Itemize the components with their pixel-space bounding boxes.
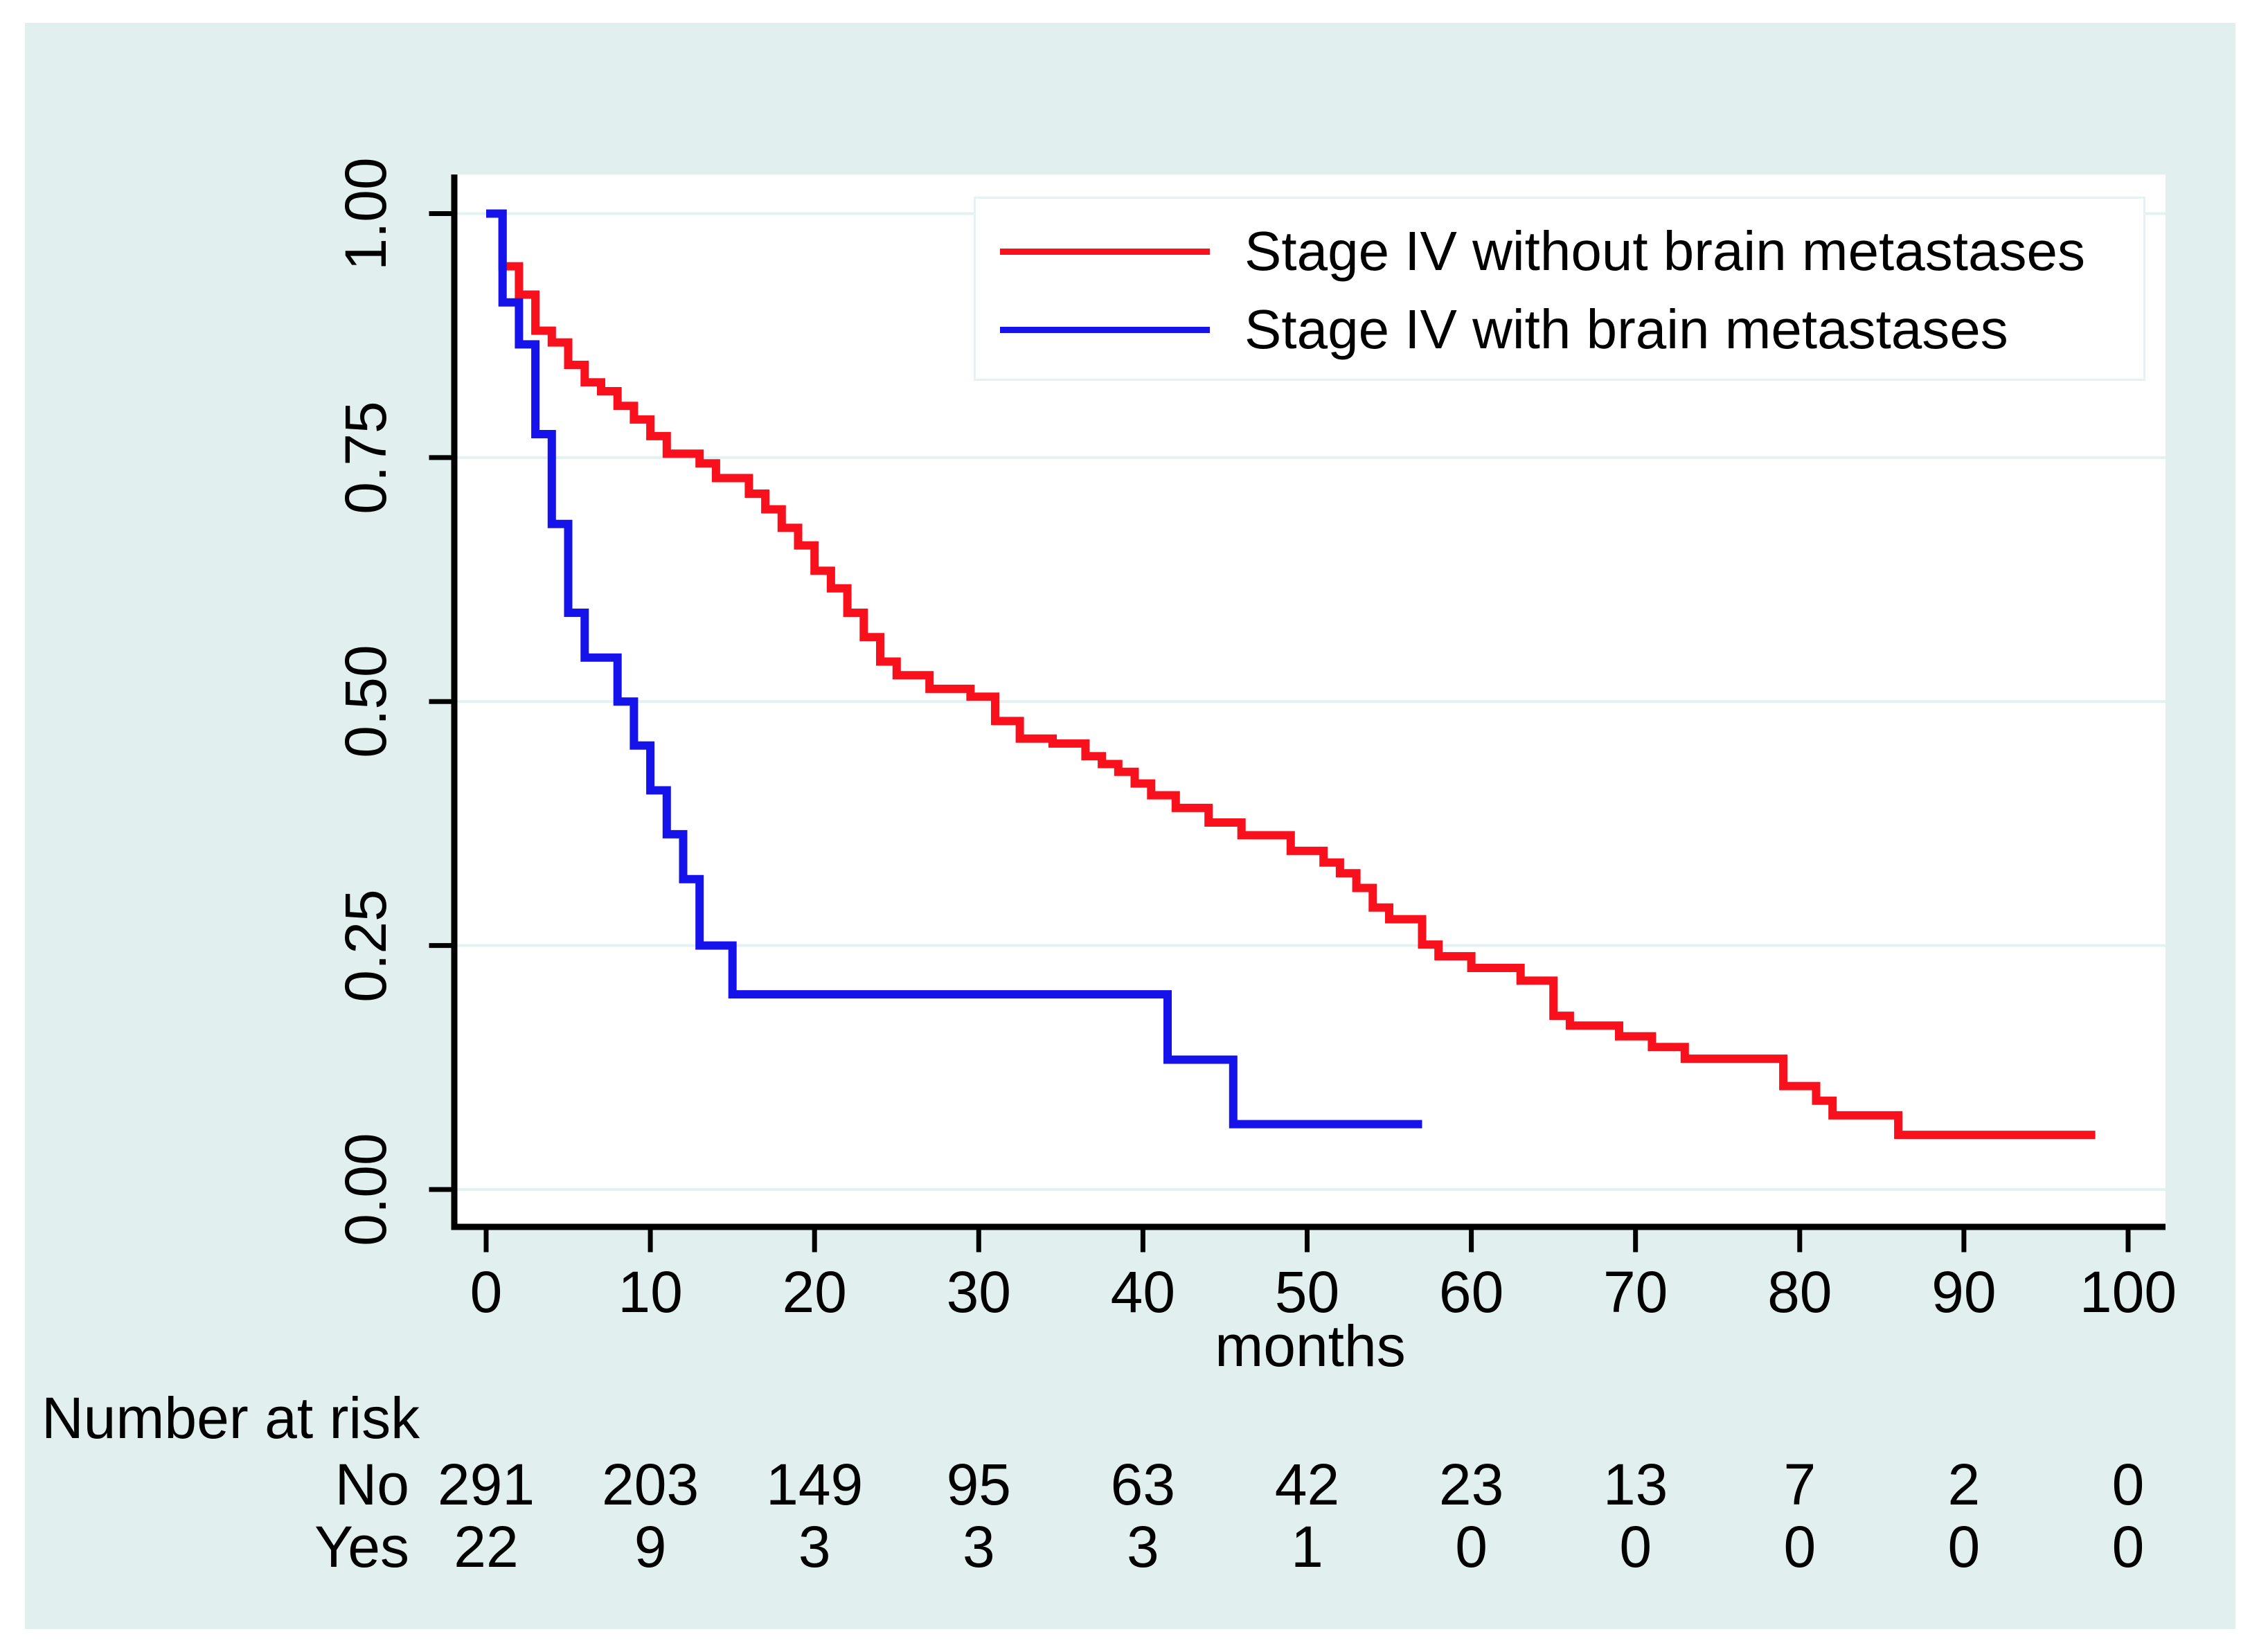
risk-count-no-t20: 149 (766, 1452, 864, 1517)
risk-count-no-t60: 23 (1438, 1452, 1504, 1517)
legend-label-with-brain-metastases: Stage IV with brain metastases (1244, 298, 2008, 360)
risk-count-no-t100: 0 (2111, 1452, 2145, 1517)
x-axis-tick-label-10: 10 (618, 1259, 683, 1325)
survival-curve-stage-iv-with-brain-metastases (486, 209, 1422, 1129)
risk-count-yes-t80: 0 (1783, 1514, 1816, 1579)
risk-count-no-t50: 42 (1274, 1452, 1340, 1517)
x-axis-tick-label-50: 50 (1274, 1259, 1340, 1325)
legend-label-without-brain-metastases: Stage IV without brain metastases (1244, 220, 2085, 282)
x-axis-tick-label-70: 70 (1602, 1259, 1668, 1325)
legend-line-swatch-blue (1000, 327, 1210, 333)
risk-count-yes-t0: 22 (454, 1514, 519, 1579)
x-axis-tick-label-60: 60 (1438, 1259, 1504, 1325)
risk-count-no-t90: 2 (1947, 1452, 1981, 1517)
y-axis-tick-label-1.00: 1.00 (333, 156, 398, 271)
x-axis-tick-label-100: 100 (2079, 1259, 2177, 1325)
risk-count-yes-t30: 3 (962, 1514, 995, 1579)
x-axis-title: months (1215, 1313, 1406, 1379)
risk-row-label-no: No (334, 1452, 409, 1517)
risk-count-no-t80: 7 (1783, 1452, 1816, 1517)
x-axis-tick-label-0: 0 (470, 1259, 503, 1325)
risk-count-yes-t100: 0 (2111, 1514, 2145, 1579)
risk-count-yes-t40: 3 (1127, 1514, 1159, 1579)
survival-curve-stage-iv-without-brain-metastases (486, 209, 2096, 1140)
y-axis-tick-label-0.25: 0.25 (333, 888, 398, 1003)
x-axis-tick-label-90: 90 (1931, 1259, 1997, 1325)
risk-count-no-t30: 95 (946, 1452, 1012, 1517)
risk-count-yes-t50: 1 (1291, 1514, 1323, 1579)
risk-count-no-t10: 203 (602, 1452, 699, 1517)
risk-count-no-t70: 13 (1602, 1452, 1668, 1517)
x-axis-tick-label-80: 80 (1767, 1259, 1832, 1325)
risk-count-no-t0: 291 (437, 1452, 535, 1517)
risk-table-title: Number at risk (42, 1385, 420, 1451)
x-axis-tick-label-30: 30 (946, 1259, 1012, 1325)
risk-count-no-t40: 63 (1110, 1452, 1176, 1517)
x-axis-tick-label-40: 40 (1110, 1259, 1176, 1325)
y-axis-tick-label-0.50: 0.50 (333, 645, 398, 759)
risk-count-yes-t90: 0 (1947, 1514, 1981, 1579)
x-axis-tick-label-20: 20 (782, 1259, 847, 1325)
risk-row-label-yes: Yes (314, 1514, 409, 1579)
legend-line-swatch-red (1000, 249, 1210, 255)
risk-count-yes-t70: 0 (1619, 1514, 1652, 1579)
risk-count-yes-t20: 3 (798, 1514, 831, 1579)
risk-count-yes-t60: 0 (1455, 1514, 1488, 1579)
y-axis-tick-label-0.75: 0.75 (333, 401, 398, 514)
risk-count-yes-t10: 9 (634, 1514, 667, 1579)
y-axis-tick-label-0.00: 0.00 (333, 1133, 398, 1246)
legend: Stage IV without brain metastases Stage … (974, 197, 2145, 381)
